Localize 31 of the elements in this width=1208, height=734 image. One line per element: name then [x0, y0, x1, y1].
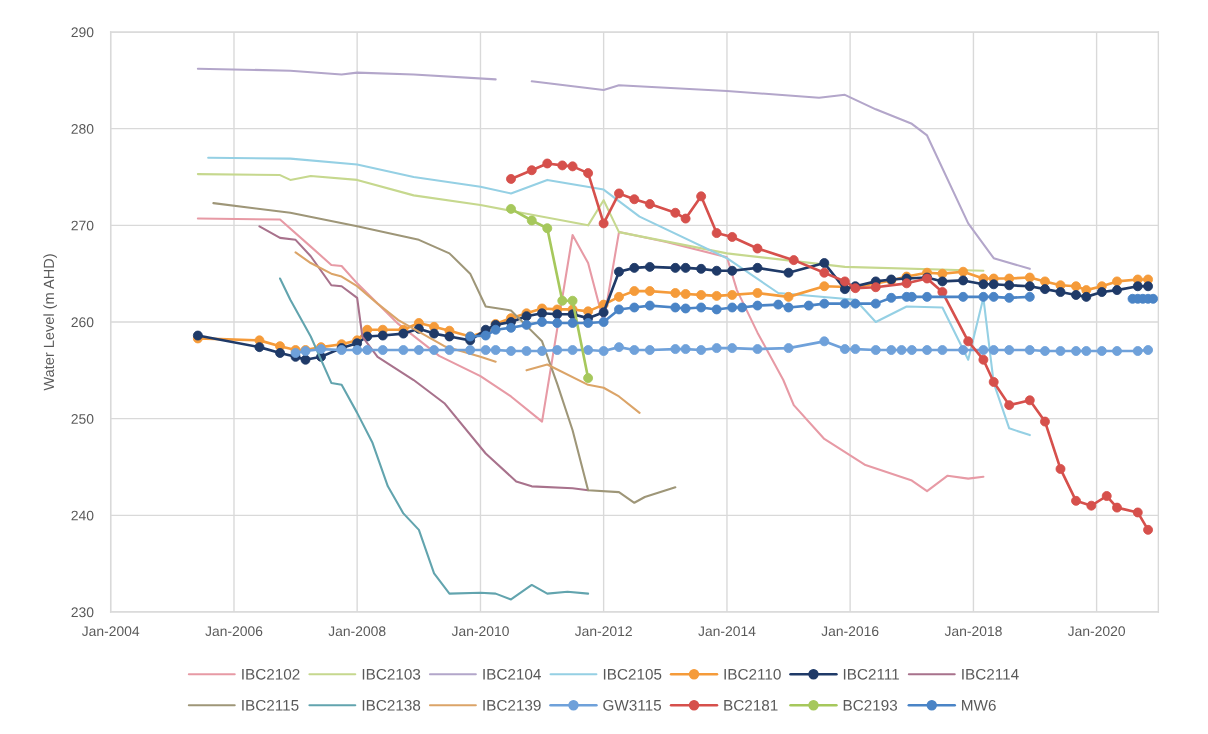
y-tick-label: 250: [71, 414, 94, 424]
legend-label: IBC2105: [603, 668, 662, 680]
x-tick-label: Jan-2004: [81, 626, 140, 637]
legend-label: IBC2102: [242, 668, 300, 680]
legend-label: IBC2115: [242, 699, 299, 711]
y-tick-label: 230: [71, 607, 94, 618]
y-tick-label: 260: [71, 317, 94, 328]
legend-label: IBC2110: [724, 668, 781, 680]
y-tick-label: 280: [71, 124, 94, 134]
y-tick-label: 240: [71, 510, 94, 521]
legend-label: IBC2138: [362, 699, 421, 711]
legend-label: BC2181: [724, 699, 778, 711]
y-tick-label: 290: [71, 27, 94, 38]
x-tick-label: Jan-2010: [451, 626, 509, 637]
legend-label: MW6: [962, 699, 996, 711]
legend-label: GW3115: [603, 699, 662, 711]
legend-label: IBC2103: [362, 668, 421, 680]
legend-label: IBC2114: [962, 668, 1019, 680]
x-tick-label: Jan-2008: [328, 626, 386, 637]
x-tick-label: Jan-2018: [944, 626, 1002, 637]
x-tick-label: Jan-2020: [1067, 626, 1126, 637]
legend-label: IBC2104: [483, 668, 541, 680]
y-tick-label: 270: [71, 220, 94, 231]
legend-label: IBC2111: [843, 668, 899, 680]
legend-label: BC2193: [843, 699, 898, 711]
x-tick-label: Jan-2006: [205, 626, 263, 637]
y-axis-title: Water Level (m AHD): [43, 254, 57, 391]
x-tick-label: Jan-2014: [698, 626, 756, 637]
legend-label: IBC2139: [483, 699, 541, 711]
x-tick-label: Jan-2016: [821, 626, 879, 637]
x-tick-label: Jan-2012: [574, 626, 632, 637]
